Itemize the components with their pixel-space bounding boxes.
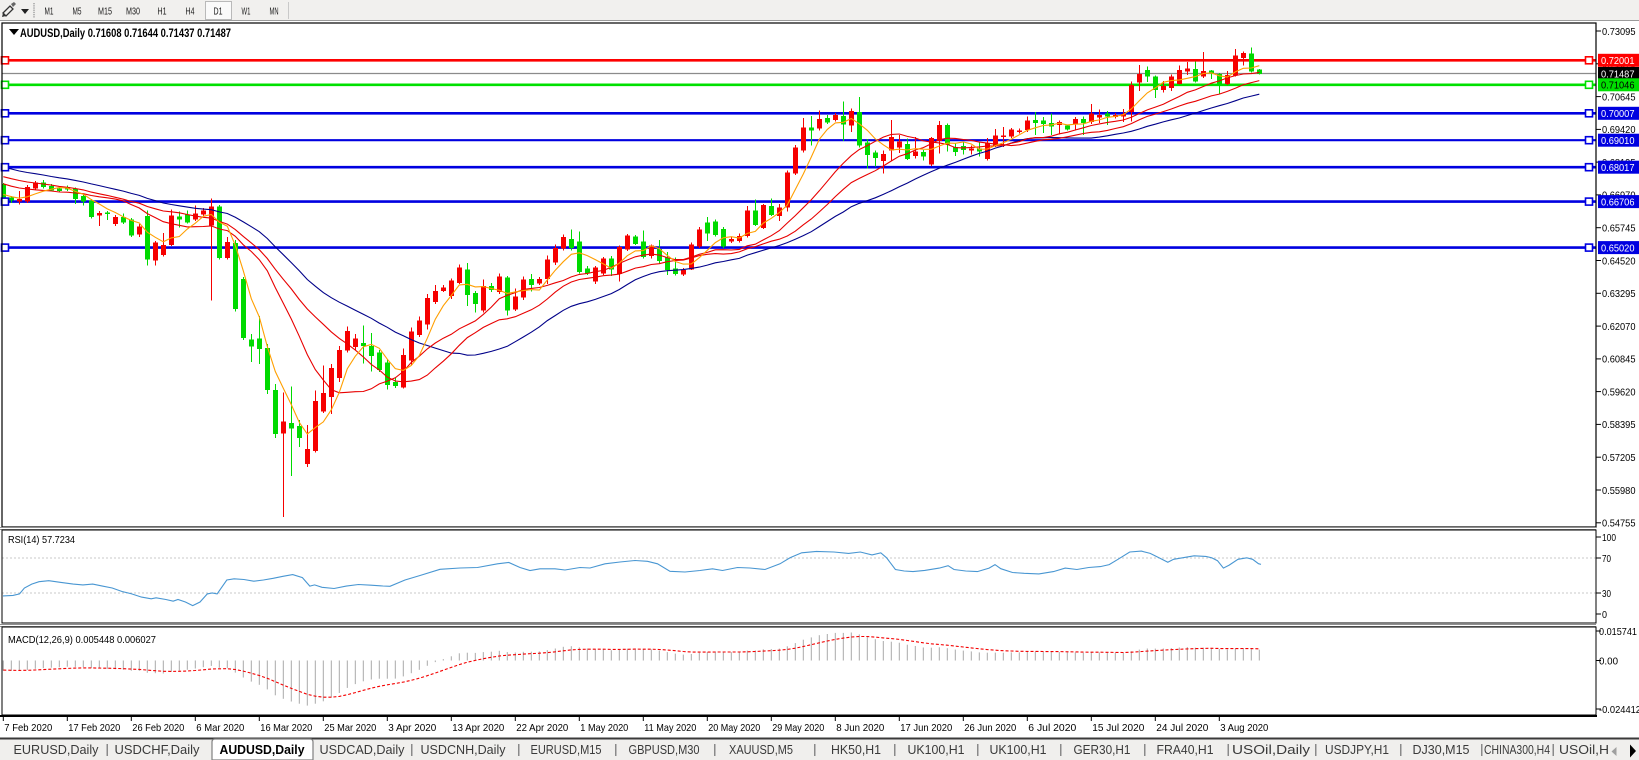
svg-text:0.70007: 0.70007	[1601, 108, 1635, 120]
svg-text:0.60845: 0.60845	[1602, 354, 1636, 366]
svg-text:USDCAD,Daily: USDCAD,Daily	[320, 743, 406, 757]
svg-text:M30: M30	[126, 6, 140, 18]
svg-text:M5: M5	[73, 6, 82, 18]
svg-text:0.64520: 0.64520	[1602, 255, 1636, 267]
svg-text:DJ30,M15: DJ30,M15	[1413, 743, 1470, 757]
svg-text:22 Apr 2020: 22 Apr 2020	[516, 722, 568, 734]
svg-text:17 Feb 2020: 17 Feb 2020	[68, 722, 120, 734]
svg-text:MACD(12,26,9) 0.005448 0.00602: MACD(12,26,9) 0.005448 0.006027	[8, 634, 156, 646]
svg-text:0.59620: 0.59620	[1602, 386, 1636, 398]
svg-text:FRA40,H1: FRA40,H1	[1157, 743, 1214, 757]
svg-text:0.57205: 0.57205	[1602, 452, 1636, 464]
svg-text:0.73095: 0.73095	[1602, 26, 1636, 38]
svg-text:RSI(14) 57.7234: RSI(14) 57.7234	[8, 534, 75, 546]
svg-text:H1: H1	[158, 6, 167, 18]
svg-text:0.68017: 0.68017	[1601, 162, 1635, 174]
svg-text:USOil,Daily: USOil,Daily	[1232, 743, 1311, 757]
svg-text:29 May 2020: 29 May 2020	[772, 722, 824, 734]
svg-text:GBPUSD,M30: GBPUSD,M30	[629, 743, 700, 757]
svg-text:0.65745: 0.65745	[1602, 223, 1636, 235]
svg-text:8 Jun 2020: 8 Jun 2020	[836, 722, 884, 734]
svg-text:USDCHF,Daily: USDCHF,Daily	[115, 743, 201, 757]
svg-text:26 Jun 2020: 26 Jun 2020	[964, 722, 1016, 734]
svg-text:0.70645: 0.70645	[1602, 91, 1636, 103]
svg-text:1 May 2020: 1 May 2020	[580, 722, 628, 734]
svg-text:USDCNH,Daily: USDCNH,Daily	[421, 743, 507, 757]
svg-text:USOil,H: USOil,H	[1559, 743, 1609, 757]
svg-text:UK100,H1: UK100,H1	[990, 743, 1047, 757]
svg-text:15 Jul 2020: 15 Jul 2020	[1092, 722, 1144, 734]
svg-text:0.62070: 0.62070	[1602, 321, 1636, 333]
svg-text:0.69420: 0.69420	[1602, 124, 1636, 136]
svg-text:30: 30	[1602, 588, 1611, 600]
svg-text:GER30,H1: GER30,H1	[1074, 743, 1131, 757]
svg-text:EURUSD,Daily: EURUSD,Daily	[14, 743, 100, 757]
svg-text:13 Apr 2020: 13 Apr 2020	[452, 722, 504, 734]
svg-text:0: 0	[1602, 609, 1607, 621]
svg-text:UK100,H1: UK100,H1	[908, 743, 965, 757]
svg-text:70: 70	[1602, 553, 1611, 565]
svg-text:100: 100	[1602, 532, 1616, 544]
svg-text:7 Feb 2020: 7 Feb 2020	[4, 722, 52, 734]
svg-text:H4: H4	[186, 6, 195, 18]
svg-text:17 Jun 2020: 17 Jun 2020	[900, 722, 952, 734]
svg-text:CHINA300,H4: CHINA300,H4	[1484, 743, 1550, 757]
svg-text:26 Feb 2020: 26 Feb 2020	[132, 722, 184, 734]
svg-text:6 Jul 2020: 6 Jul 2020	[1028, 722, 1076, 734]
svg-text:D1: D1	[214, 6, 223, 18]
svg-text:0.00: 0.00	[1599, 655, 1618, 667]
svg-text:0.015741: 0.015741	[1599, 626, 1637, 638]
svg-text:6 Mar 2020: 6 Mar 2020	[196, 722, 244, 734]
svg-text:0.58395: 0.58395	[1602, 419, 1636, 431]
svg-text:M15: M15	[98, 6, 112, 18]
svg-text:USDJPY,H1: USDJPY,H1	[1325, 743, 1389, 757]
svg-text:M1: M1	[45, 6, 54, 18]
svg-text:0.69010: 0.69010	[1601, 135, 1635, 147]
svg-text:11 May 2020: 11 May 2020	[644, 722, 696, 734]
svg-text:0.71046: 0.71046	[1601, 80, 1635, 92]
svg-text:HK50,H1: HK50,H1	[831, 743, 881, 757]
svg-text:0.65020: 0.65020	[1601, 242, 1635, 254]
svg-text:20 May 2020: 20 May 2020	[708, 722, 760, 734]
svg-text:EURUSD,M15: EURUSD,M15	[531, 743, 602, 757]
svg-text:AUDUSD,Daily 0.71608 0.71644: AUDUSD,Daily 0.71608 0.71644 0.71437 0.7…	[20, 26, 231, 40]
svg-text:0.72001: 0.72001	[1601, 55, 1635, 67]
svg-text:AUDUSD,Daily: AUDUSD,Daily	[220, 743, 305, 757]
svg-text:0.55980: 0.55980	[1602, 485, 1636, 497]
svg-text:XAUUSD,M5: XAUUSD,M5	[729, 743, 793, 757]
svg-text:16 Mar 2020: 16 Mar 2020	[260, 722, 312, 734]
svg-text:24 Jul 2020: 24 Jul 2020	[1156, 722, 1208, 734]
svg-text:0.54755: 0.54755	[1602, 518, 1636, 530]
svg-text:W1: W1	[242, 6, 251, 18]
svg-text:3 Apr 2020: 3 Apr 2020	[388, 722, 436, 734]
svg-text:25 Mar 2020: 25 Mar 2020	[324, 722, 376, 734]
svg-text:0.66706: 0.66706	[1601, 196, 1635, 208]
svg-text:0.71487: 0.71487	[1601, 68, 1635, 80]
svg-text:0.63295: 0.63295	[1602, 288, 1636, 300]
svg-text:3 Aug 2020: 3 Aug 2020	[1220, 722, 1268, 734]
svg-text:-0.024412: -0.024412	[1599, 704, 1639, 716]
svg-text:MN: MN	[270, 6, 279, 18]
